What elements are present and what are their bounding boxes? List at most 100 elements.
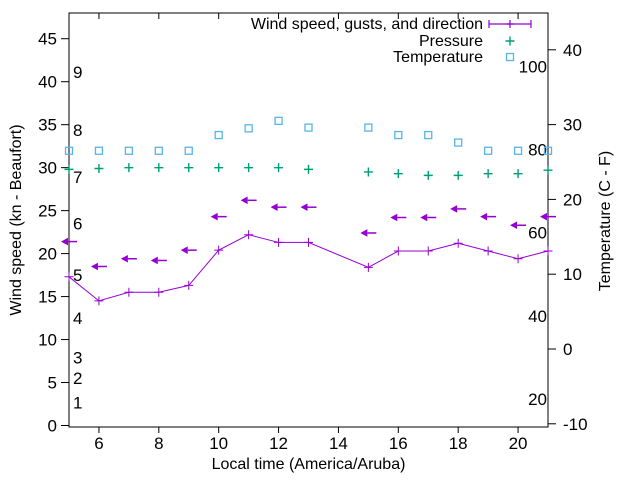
wind-speed-point [363, 262, 373, 272]
temperature-point [184, 146, 193, 155]
beaufort-scale-label: 8 [73, 121, 82, 140]
x-axis-tick-label: 14 [329, 434, 348, 453]
left-y-tick-label: 40 [38, 73, 57, 92]
gust-direction-arrow [540, 212, 547, 221]
gust-direction-arrow [90, 262, 98, 271]
fahrenheit-scale-label: 80 [528, 141, 547, 160]
wind-speed-point [304, 237, 313, 247]
left-y-tick-label: 20 [38, 245, 57, 264]
pressure-point [64, 164, 74, 174]
pressure-point [184, 163, 194, 173]
temperature-point [64, 146, 74, 155]
temperature-point [274, 116, 283, 126]
pressure-point [214, 163, 224, 173]
wind-speed-point [423, 246, 433, 256]
pressure-point [483, 169, 493, 179]
fahrenheit-scale-label: 100 [519, 57, 547, 76]
pressure-point [124, 163, 134, 173]
x-axis-tick-label: 8 [154, 434, 163, 453]
wind-speed-point [214, 245, 224, 255]
plot-border [68, 12, 549, 428]
gust-direction-arrow [390, 213, 398, 222]
pressure-point [274, 163, 284, 173]
wind-speed-point [393, 246, 403, 256]
left-y-tick-label: 25 [38, 202, 57, 221]
wind-speed-point [483, 246, 493, 256]
left-y-tick-label: 0 [48, 417, 57, 436]
temperature-point [154, 146, 163, 155]
gust-direction-arrow [150, 256, 158, 265]
wind-speed-point [513, 254, 523, 264]
temperature-point [124, 146, 134, 155]
legend-label: Wind speed, gusts, and direction [251, 16, 483, 33]
wind-speed-point [124, 287, 134, 297]
x-axis-tick-label: 16 [389, 434, 408, 453]
beaufort-scale-label: 6 [73, 215, 82, 234]
gust-direction-arrow [270, 203, 278, 211]
wind-speed-point [154, 287, 164, 297]
wind-speed-point [543, 246, 553, 256]
beaufort-scale-label: 9 [73, 63, 82, 82]
temperature-point [394, 130, 403, 140]
left-y-tick-label: 45 [38, 30, 57, 49]
gust-direction-arrow [510, 221, 518, 230]
gust-direction-arrow [360, 229, 368, 237]
left-y-tick-label: 15 [38, 288, 57, 307]
pressure-point [423, 170, 433, 180]
temperature-point [483, 146, 493, 155]
temperature-point [214, 130, 223, 140]
wind-speed-point [64, 272, 74, 282]
left-y-axis-title: Wind speed (kn - Beaufort) [8, 124, 25, 316]
left-y-tick-label: 10 [38, 331, 57, 350]
wind-speed-point [184, 280, 194, 290]
right-y-tick-label: 30 [563, 116, 582, 135]
pressure-point [393, 169, 403, 179]
legend-temperature-sample [505, 52, 515, 62]
gust-direction-arrow [420, 213, 428, 222]
pressure-point [154, 163, 164, 173]
wind-speed-point [244, 230, 254, 240]
pressure-point [513, 169, 523, 179]
pressure-point [543, 165, 553, 175]
fahrenheit-scale-label: 40 [528, 307, 547, 326]
left-y-tick-label: 35 [38, 116, 57, 135]
gust-direction-arrow [240, 196, 248, 205]
x-axis-tick-label: 6 [94, 434, 103, 453]
x-axis-tick-label: 20 [509, 434, 528, 453]
pressure-point [244, 163, 254, 173]
pressure-point [453, 170, 463, 180]
right-y-tick-label: 40 [563, 41, 582, 60]
legend-label: Pressure [419, 33, 483, 50]
temperature-point [513, 146, 523, 155]
gust-direction-arrow [300, 203, 308, 211]
beaufort-scale-label: 1 [73, 393, 82, 412]
beaufort-scale-label: 5 [73, 266, 82, 285]
legend-wind-sample-marker [506, 20, 514, 28]
pressure-point [363, 167, 373, 177]
temperature-point [94, 146, 104, 155]
gust-direction-arrow [450, 205, 458, 213]
x-axis-tick-label: 10 [209, 434, 228, 453]
temperature-point [454, 138, 463, 147]
beaufort-scale-label: 3 [73, 349, 82, 368]
left-y-tick-label: 5 [48, 374, 57, 393]
beaufort-scale-label: 4 [73, 309, 82, 328]
left-y-tick-label: 30 [38, 159, 57, 178]
gust-direction-arrow [210, 212, 218, 221]
right-y-tick-label: 0 [563, 340, 572, 359]
temperature-point [424, 130, 433, 140]
wind-speed-point [453, 238, 463, 248]
x-axis-tick-label: 18 [449, 434, 468, 453]
wind-speed-line [68, 234, 549, 302]
temperature-point [304, 123, 313, 132]
x-axis-title: Local time (America/Aruba) [211, 456, 406, 473]
temperature-point [364, 123, 373, 132]
pressure-point [304, 164, 313, 174]
gust-direction-arrow [480, 212, 488, 221]
legend-pressure-sample [505, 36, 515, 46]
wind-speed-point [94, 296, 104, 306]
temperature-point [543, 146, 553, 155]
fahrenheit-scale-label: 60 [528, 224, 547, 243]
